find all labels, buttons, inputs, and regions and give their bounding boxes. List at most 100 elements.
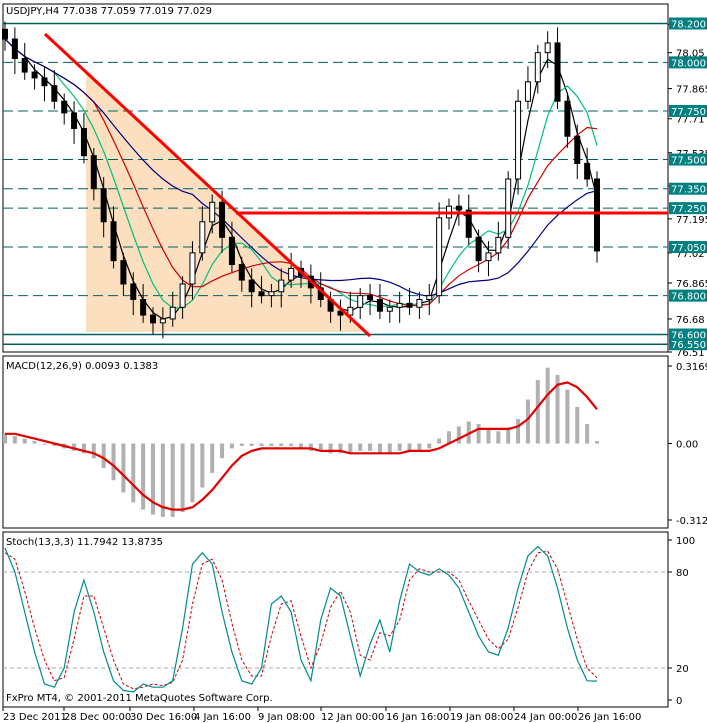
candle-body-56	[554, 42, 561, 102]
candle-body-8	[80, 127, 87, 157]
macd-bar-33	[328, 443, 333, 454]
time-label-3: 4 Jan 16:00	[194, 712, 251, 723]
time-label-2: 30 Dec 16:00	[130, 712, 197, 723]
stoch-tick-label-2: 20	[676, 664, 689, 675]
candle-body-4	[41, 77, 48, 87]
level-label-bg-0	[669, 17, 707, 30]
macd-bar-8	[81, 443, 86, 454]
level-label-3: 77.500	[671, 156, 706, 167]
candle-body-16	[159, 318, 166, 324]
macd-bar-55	[545, 367, 550, 444]
macd-bar-26	[259, 443, 264, 446]
macd-bar-53	[525, 399, 530, 444]
macd-bar-3	[32, 441, 37, 444]
candle-body-46	[455, 205, 462, 211]
macd-bar-43	[427, 443, 432, 449]
macd-bar-59	[585, 423, 590, 444]
macd-bar-19	[190, 443, 195, 503]
macd-bar-15	[151, 443, 155, 515]
candle-body-27	[268, 291, 275, 297]
level-label-0: 78.200	[671, 19, 706, 30]
candle-body-29	[288, 267, 295, 281]
candle-body-51	[505, 178, 512, 238]
candle-body-3	[31, 71, 38, 79]
macd-bar-28	[279, 443, 284, 446]
macd-bar-31	[308, 443, 313, 451]
stoch-panel: 100 80 20 0	[3, 536, 695, 707]
candle-body-18	[179, 283, 186, 308]
main-panel-frame	[2, 3, 669, 353]
candle-body-58	[574, 135, 581, 164]
macd-bar-34	[338, 443, 343, 454]
macd-bar-37	[368, 443, 373, 451]
candle-body-24	[238, 264, 245, 281]
candle-body-36	[357, 295, 364, 308]
candle-body-10	[100, 188, 107, 223]
price-tick-label-3: 77.71	[676, 115, 705, 126]
macd-bar-24	[239, 443, 244, 446]
macd-bar-7	[72, 443, 77, 451]
level-label-1: 78.000	[671, 58, 706, 69]
macd-bar-10	[101, 443, 106, 469]
macd-bar-20	[200, 443, 205, 488]
candle-body-48	[475, 236, 482, 262]
macd-header: MACD(12,26,9) 0.0093 0.1383	[6, 361, 158, 372]
time-label-0: 23 Dec 2011	[3, 712, 67, 723]
macd-bar-60	[595, 441, 599, 444]
macd-bar-9	[91, 443, 96, 459]
macd-bar-29	[289, 443, 294, 446]
candle-body-12	[120, 260, 127, 285]
stoch-tick-label-1: 80	[676, 568, 689, 579]
candle-body-0	[2, 28, 8, 40]
stoch-main-line	[4, 545, 598, 693]
level-label-4: 77.350	[671, 185, 706, 196]
time-label-8: 24 Jan 00:00	[514, 712, 577, 723]
copyright-text: FxPro MT4, © 2001-2011 MetaQuotes Softwa…	[6, 693, 273, 704]
candle-body-22	[219, 201, 226, 238]
candle-body-42	[416, 299, 423, 308]
candle-body-49	[485, 252, 492, 262]
candle-body-28	[278, 279, 285, 293]
candle-body-53	[524, 81, 531, 102]
candle-body-2	[21, 57, 28, 73]
level-label-bg-9	[669, 338, 707, 351]
level-label-bg-2	[669, 104, 707, 117]
macd-signal-line	[5, 381, 598, 511]
level-label-bg-5	[669, 202, 707, 215]
macd-bar-5	[52, 443, 57, 446]
macd-bar-50	[496, 431, 501, 444]
macd-bar-57	[565, 389, 570, 444]
macd-bar-2	[22, 438, 27, 444]
stoch-tick-label-0: 100	[676, 536, 695, 547]
candle-body-54	[534, 52, 541, 83]
level-label-2: 77.750	[671, 107, 706, 118]
macd-bar-45	[447, 431, 451, 444]
level-label-bg-1	[669, 56, 707, 69]
level-labels: 78.200 78.000 77.750 77.500 77.350 77.250 77.0…	[669, 17, 707, 351]
level-label-6: 77.050	[671, 243, 706, 254]
time-label-4: 9 Jan 08:00	[258, 712, 315, 723]
candle-body-11	[110, 221, 117, 262]
time-label-1: 28 Dec 00:00	[64, 712, 131, 723]
macd-bar-42	[417, 443, 422, 451]
candle-body-55	[544, 42, 551, 54]
time-label-5: 12 Jan 00:00	[321, 712, 384, 723]
price-tick-label-9: 76.68	[676, 315, 705, 326]
candle-body-20	[199, 221, 206, 254]
level-label-9: 76.550	[671, 340, 706, 351]
price-tick-label-8: 76.865	[676, 279, 707, 290]
macd-bar-18	[180, 443, 185, 513]
candle-body-43	[426, 295, 433, 301]
macd-bar-27	[269, 443, 274, 446]
macd-panel: 0.3169 0.00 -0.3125	[3, 362, 707, 527]
macd-bar-14	[141, 443, 146, 510]
macd-bar-41	[407, 443, 412, 451]
candle-body-19	[189, 252, 196, 285]
macd-bar-49	[486, 428, 491, 444]
macd-bar-44	[437, 438, 442, 444]
macd-bar-54	[535, 379, 540, 444]
time-label-9: 26 Jan 16:00	[578, 712, 641, 723]
candle-body-26	[258, 291, 265, 297]
